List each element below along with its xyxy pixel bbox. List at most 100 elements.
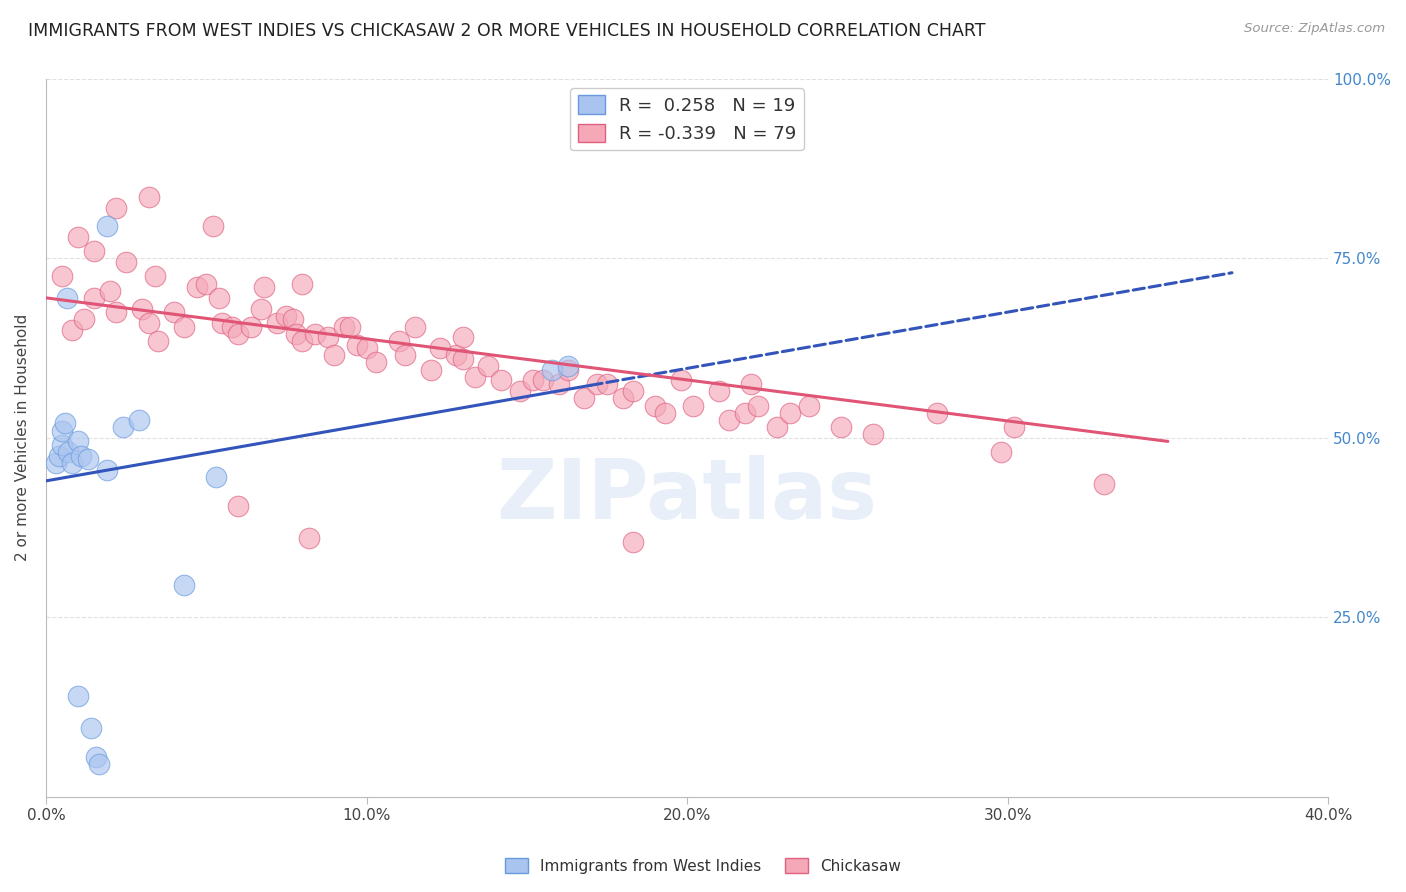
Point (60, 456, 83, 470)
Point (48, 449, 70, 463)
Y-axis label: 2 or more Vehicles in Household: 2 or more Vehicles in Household (15, 314, 30, 561)
Point (51, 438, 73, 452)
Point (60, 323, 83, 337)
Point (574, 392, 596, 406)
Legend: R =  0.258   N = 19, R = -0.339   N = 79: R = 0.258 N = 19, R = -0.339 N = 79 (571, 88, 804, 150)
Point (76, 452, 98, 467)
Point (747, 399, 769, 413)
Point (66, 434, 89, 449)
Legend: Immigrants from West Indies, Chickasaw: Immigrants from West Indies, Chickasaw (499, 852, 907, 880)
Point (509, 384, 531, 399)
Point (45, 456, 67, 470)
Point (779, 406, 801, 420)
Point (797, 399, 820, 413)
Point (276, 309, 298, 323)
Point (612, 392, 634, 406)
Point (298, 531, 321, 545)
Point (304, 326, 326, 341)
Point (316, 330, 339, 344)
Point (96, 463, 118, 477)
Point (128, 413, 150, 427)
Point (323, 348, 346, 362)
Point (394, 348, 416, 362)
Point (70, 449, 93, 463)
Point (266, 316, 288, 330)
Point (98, 284, 121, 298)
Point (73, 312, 96, 326)
Point (765, 420, 787, 434)
Point (346, 337, 368, 351)
Point (557, 359, 579, 373)
Point (87, 757, 110, 772)
Text: ZIPatlas: ZIPatlas (496, 455, 877, 536)
Text: Source: ZipAtlas.com: Source: ZipAtlas.com (1244, 22, 1385, 36)
Point (621, 535, 644, 549)
Point (419, 362, 441, 376)
Point (429, 341, 451, 355)
Point (53, 417, 76, 431)
Point (226, 326, 249, 341)
Point (387, 334, 409, 348)
Point (51, 424, 73, 438)
Point (281, 312, 304, 326)
Point (240, 319, 263, 334)
Point (105, 201, 128, 215)
Point (464, 369, 486, 384)
Point (138, 190, 160, 204)
Point (201, 219, 224, 233)
Point (644, 399, 666, 413)
Point (682, 399, 704, 413)
Point (621, 384, 644, 399)
Point (83, 244, 105, 259)
Point (131, 301, 153, 316)
Point (489, 373, 512, 387)
Point (477, 359, 499, 373)
Point (211, 316, 233, 330)
Point (541, 362, 564, 376)
Point (56, 291, 79, 305)
Point (195, 277, 218, 291)
Point (366, 355, 388, 369)
Point (249, 301, 271, 316)
Point (105, 305, 128, 319)
Point (547, 376, 569, 391)
Point (990, 445, 1012, 459)
Point (84, 750, 107, 764)
Point (163, 305, 186, 319)
Point (717, 413, 740, 427)
Point (1092, 477, 1115, 491)
Point (522, 373, 544, 387)
Point (66, 230, 89, 244)
Point (404, 319, 426, 334)
Point (654, 406, 676, 420)
Point (51, 269, 73, 284)
Point (83, 291, 105, 305)
Point (146, 334, 169, 348)
Point (96, 219, 118, 233)
Point (830, 420, 852, 434)
Point (58, 445, 80, 459)
Point (531, 373, 554, 387)
Point (138, 316, 160, 330)
Point (285, 326, 308, 341)
Point (173, 578, 195, 592)
Point (291, 277, 314, 291)
Point (862, 427, 884, 442)
Point (451, 351, 474, 366)
Point (221, 319, 243, 334)
Point (115, 255, 138, 269)
Point (451, 330, 474, 344)
Point (333, 319, 356, 334)
Point (356, 341, 378, 355)
Point (1002, 420, 1025, 434)
Point (734, 406, 756, 420)
Point (173, 319, 195, 334)
Point (80, 722, 103, 736)
Point (446, 348, 468, 362)
Point (66, 689, 89, 703)
Point (186, 280, 208, 294)
Point (253, 280, 276, 294)
Point (339, 319, 361, 334)
Text: IMMIGRANTS FROM WEST INDIES VS CHICKASAW 2 OR MORE VEHICLES IN HOUSEHOLD CORRELA: IMMIGRANTS FROM WEST INDIES VS CHICKASAW… (28, 22, 986, 40)
Point (226, 499, 249, 513)
